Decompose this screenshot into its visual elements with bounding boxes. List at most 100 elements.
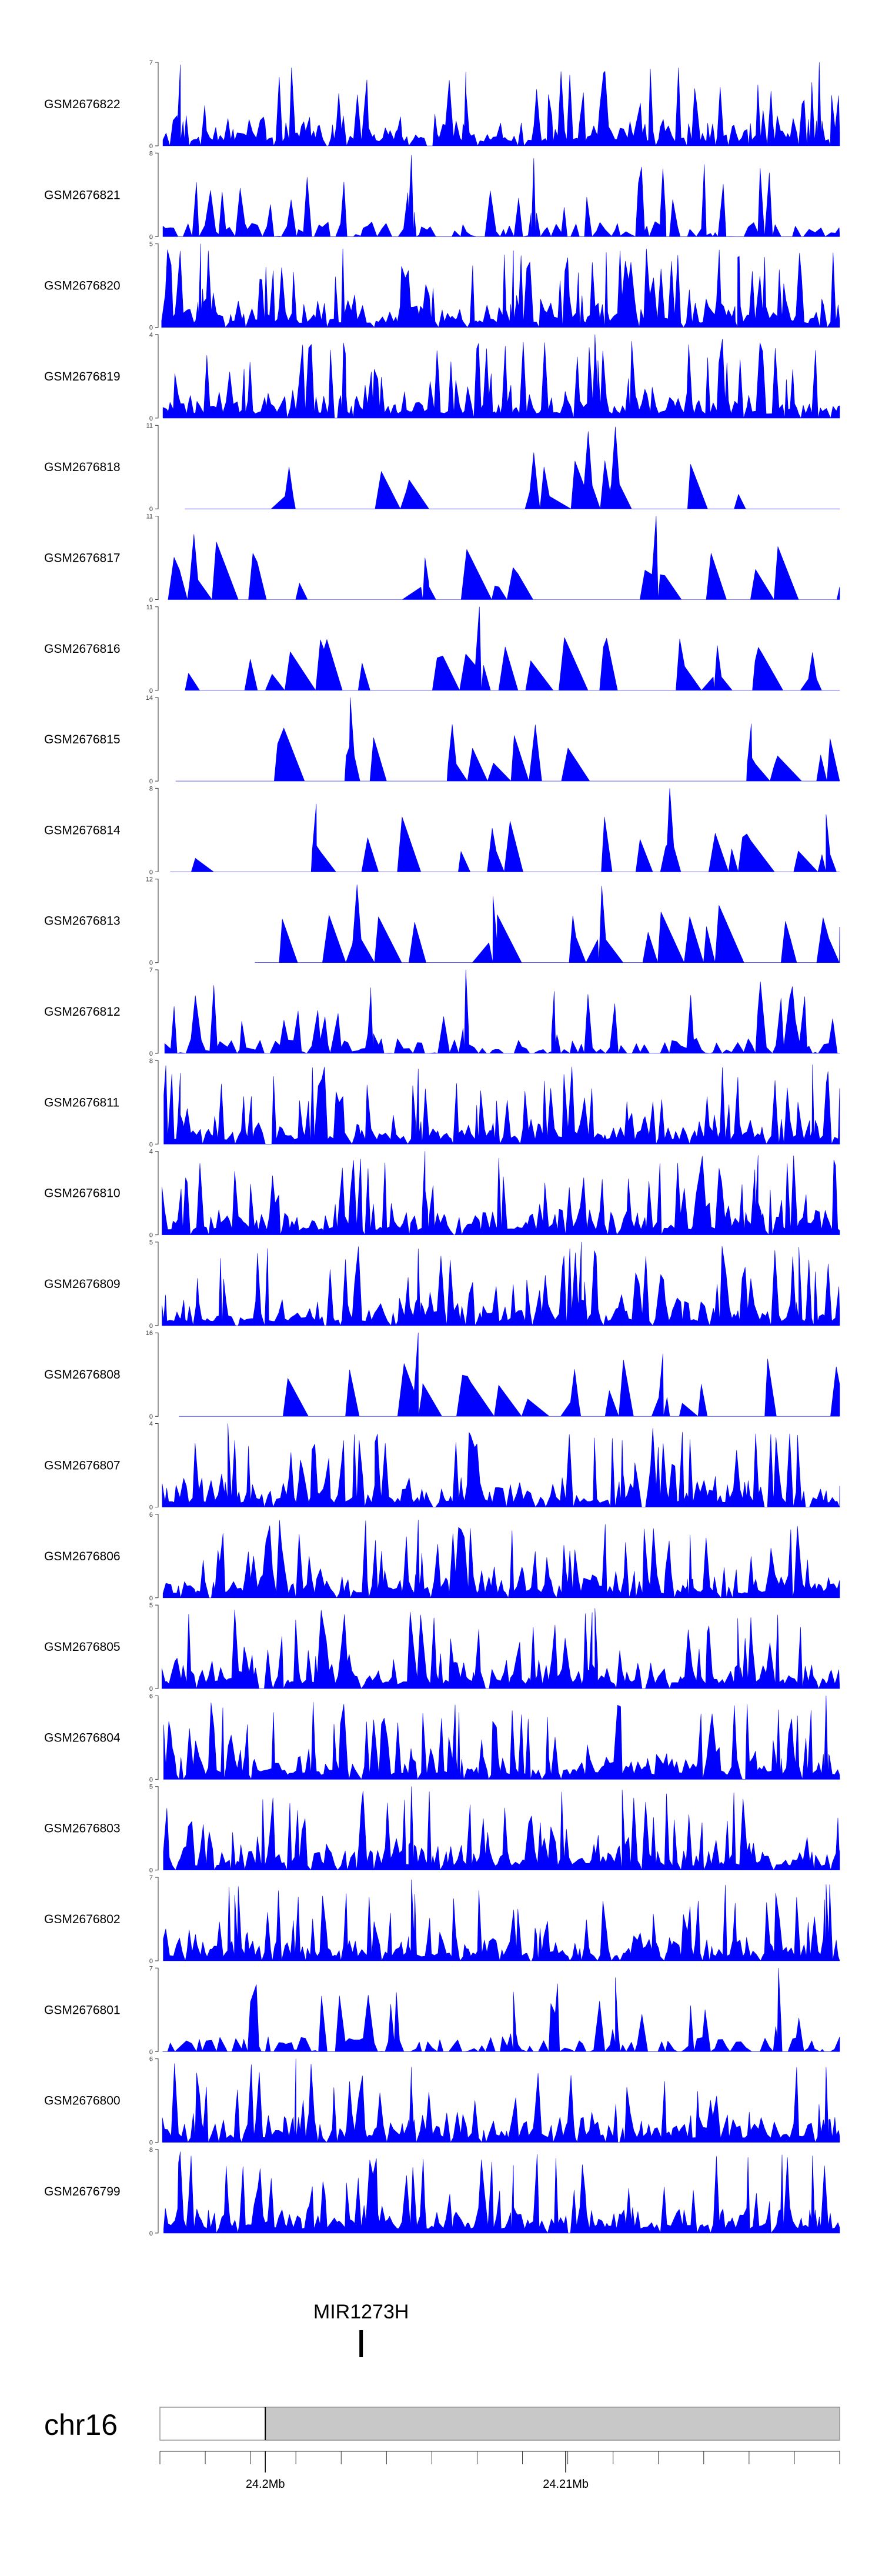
track-GSM2676813: GSM2676813 12 0 [44, 876, 840, 967]
track-label: GSM2676817 [44, 552, 121, 565]
track-label: GSM2676821 [44, 188, 121, 202]
signal-area [162, 155, 840, 237]
signal-area [163, 1879, 840, 1961]
y-tick-max: 7 [149, 967, 153, 974]
y-axis [155, 2149, 159, 2234]
y-tick-max: 11 [146, 513, 153, 520]
track-GSM2676802: GSM2676802 7 0 [44, 1874, 840, 1965]
y-tick-min: 0 [149, 597, 153, 604]
y-tick-max: 6 [149, 1693, 153, 1700]
y-axis [155, 697, 159, 782]
track-GSM2676810: GSM2676810 4 0 [44, 1149, 840, 1239]
y-axis [155, 243, 159, 328]
y-axis [155, 788, 159, 872]
y-tick-max: 5 [149, 1602, 153, 1609]
track-GSM2676801: GSM2676801 7 0 [44, 1965, 840, 2056]
y-axis [155, 1695, 159, 1780]
y-axis [155, 62, 159, 146]
track-GSM2676820: GSM2676820 5 0 [44, 241, 840, 332]
y-tick-min: 0 [149, 1050, 153, 1057]
y-tick-max: 5 [149, 241, 153, 248]
track-label: GSM2676813 [44, 915, 121, 928]
y-axis [155, 879, 159, 963]
chromosome-ideogram: chr16 [44, 2407, 840, 2441]
y-tick-min: 0 [149, 1595, 153, 1602]
signal-area [162, 1520, 840, 1599]
y-tick-min: 0 [149, 506, 153, 513]
y-tick-min: 0 [149, 1867, 153, 1874]
track-GSM2676803: GSM2676803 5 0 [44, 1784, 840, 1874]
signal-area [162, 334, 840, 419]
y-tick-min: 0 [149, 415, 153, 422]
signal-area [168, 516, 840, 600]
track-label: GSM2676818 [44, 461, 121, 474]
track-label: GSM2676822 [44, 98, 121, 111]
track-label: GSM2676811 [44, 1096, 119, 1109]
y-axis [155, 516, 159, 600]
gene-mark [359, 2330, 363, 2357]
track-GSM2676806: GSM2676806 6 0 [44, 1511, 840, 1602]
track-label: GSM2676805 [44, 1640, 121, 1654]
track-label: GSM2676807 [44, 1459, 121, 1473]
y-tick-max: 7 [149, 59, 153, 66]
y-tick-max: 8 [149, 150, 153, 157]
signal-area [163, 1696, 840, 1780]
signal-area [162, 2058, 840, 2143]
y-tick-max: 4 [149, 332, 153, 339]
y-tick-min: 0 [149, 143, 153, 150]
signal-area [162, 1608, 840, 1689]
signal-area [163, 1065, 840, 1144]
y-tick-max: 6 [149, 2056, 153, 2063]
signal-area [162, 1242, 840, 1326]
track-label: GSM2676819 [44, 370, 121, 383]
track-label: GSM2676815 [44, 733, 121, 746]
y-tick-max: 5 [149, 1239, 153, 1246]
y-tick-min: 0 [149, 869, 153, 876]
y-tick-min: 0 [149, 778, 153, 785]
y-tick-max: 8 [149, 2147, 153, 2154]
y-tick-max: 12 [146, 876, 153, 883]
track-label: GSM2676808 [44, 1368, 121, 1382]
y-axis [155, 606, 159, 691]
y-axis [155, 1060, 159, 1144]
y-tick-min: 0 [149, 1686, 153, 1693]
y-tick-min: 0 [149, 2230, 153, 2237]
track-GSM2676800: GSM2676800 6 0 [44, 2056, 840, 2147]
gene-label-mir1273h: MIR1273H [313, 2301, 409, 2323]
signal-area [179, 1332, 840, 1417]
track-GSM2676817: GSM2676817 11 0 [44, 513, 840, 604]
y-axis [155, 152, 159, 237]
track-GSM2676808: GSM2676808 16 0 [44, 1330, 840, 1420]
y-tick-max: 7 [149, 1965, 153, 1972]
track-label: GSM2676810 [44, 1187, 121, 1200]
signal-tracks: GSM267682270GSM267682180GSM267682050GSM2… [44, 59, 840, 2237]
y-axis [155, 334, 159, 419]
track-GSM2676811: GSM2676811 8 0 [44, 1057, 840, 1148]
y-axis [155, 1877, 159, 1961]
y-axis [155, 1514, 159, 1599]
y-tick-max: 7 [149, 1874, 153, 1881]
signal-area [162, 1423, 840, 1507]
track-label: GSM2676814 [44, 823, 121, 837]
track-GSM2676814: GSM2676814 8 0 [44, 785, 840, 876]
signal-area [255, 884, 840, 963]
y-tick-max: 6 [149, 1511, 153, 1519]
track-GSM2676821: GSM2676821 8 0 [44, 150, 840, 241]
track-GSM2676815: GSM2676815 14 0 [44, 695, 840, 785]
gene-annotation-track: MIR1273H [313, 2301, 409, 2357]
signal-area [170, 788, 840, 872]
y-tick-min: 0 [149, 2048, 153, 2056]
y-tick-min: 0 [149, 960, 153, 967]
y-axis [155, 2058, 159, 2143]
track-label: GSM2676799 [44, 2185, 121, 2198]
signal-area [162, 1968, 840, 2052]
y-tick-min: 0 [149, 233, 153, 241]
signal-area [162, 1151, 840, 1235]
genomic-position-axis: 24.2Mb 24.21Mb [159, 2451, 840, 2491]
y-axis [155, 1786, 159, 1871]
y-axis [155, 1151, 159, 1236]
y-tick-min: 0 [149, 688, 153, 695]
track-GSM2676799: GSM2676799 8 0 [44, 2147, 840, 2237]
y-tick-max: 14 [146, 695, 153, 702]
